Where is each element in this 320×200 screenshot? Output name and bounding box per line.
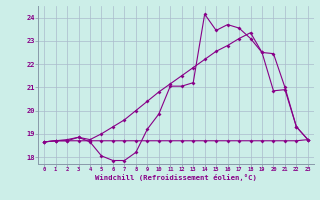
X-axis label: Windchill (Refroidissement éolien,°C): Windchill (Refroidissement éolien,°C) — [95, 174, 257, 181]
